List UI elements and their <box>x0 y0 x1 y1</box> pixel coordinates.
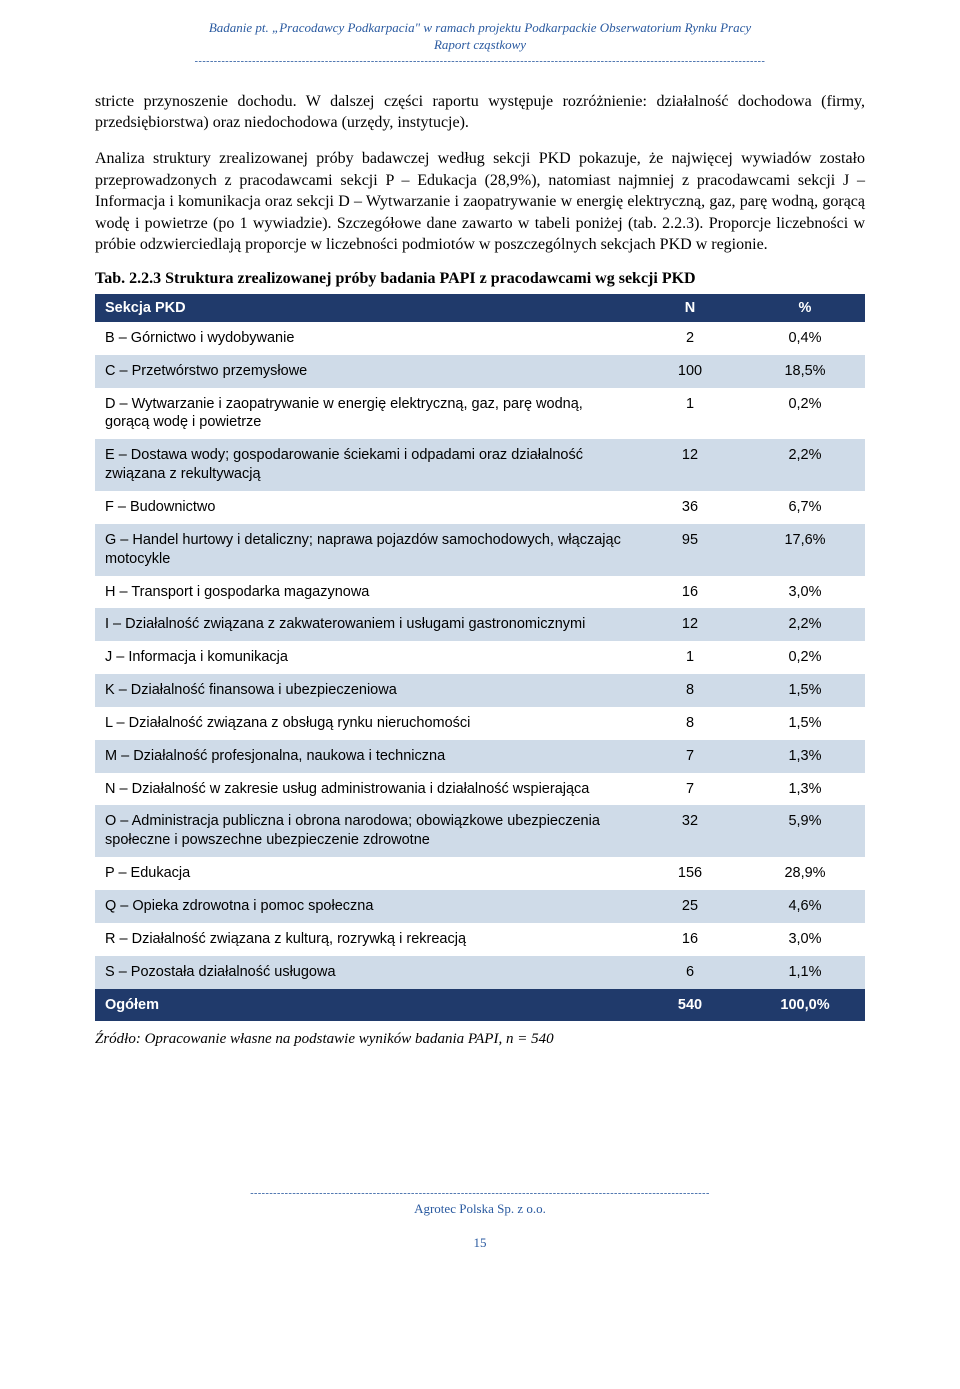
cell-label: O – Administracja publiczna i obrona nar… <box>95 805 635 857</box>
cell-pct: 1,3% <box>745 740 865 773</box>
cell-n: 2 <box>635 322 745 355</box>
cell-total-label: Ogółem <box>95 989 635 1022</box>
table-row: S – Pozostała działalność usługowa61,1% <box>95 956 865 989</box>
paragraph-1: stricte przynoszenie dochodu. W dalszej … <box>95 91 865 134</box>
cell-n: 32 <box>635 805 745 857</box>
table-row: J – Informacja i komunikacja10,2% <box>95 641 865 674</box>
cell-pct: 28,9% <box>745 857 865 890</box>
cell-pct: 0,2% <box>745 388 865 440</box>
cell-pct: 1,1% <box>745 956 865 989</box>
col-header-sekcja: Sekcja PKD <box>95 294 635 322</box>
cell-n: 12 <box>635 439 745 491</box>
table-row: Q – Opieka zdrowotna i pomoc społeczna25… <box>95 890 865 923</box>
cell-pct: 6,7% <box>745 491 865 524</box>
table-row: G – Handel hurtowy i detaliczny; naprawa… <box>95 524 865 576</box>
cell-n: 16 <box>635 923 745 956</box>
cell-n: 100 <box>635 355 745 388</box>
col-header-pct: % <box>745 294 865 322</box>
header-divider: ----------------------------------------… <box>95 56 865 67</box>
cell-label: M – Działalność profesjonalna, naukowa i… <box>95 740 635 773</box>
cell-label: I – Działalność związana z zakwaterowani… <box>95 608 635 641</box>
source-note: Źródło: Opracowanie własne na podstawie … <box>95 1031 865 1048</box>
cell-pct: 1,3% <box>745 773 865 806</box>
cell-n: 1 <box>635 388 745 440</box>
page-container: Badanie pt. „Pracodawcy Podkarpacia" w r… <box>0 0 960 1291</box>
cell-n: 8 <box>635 707 745 740</box>
cell-pct: 5,9% <box>745 805 865 857</box>
table-row: N – Działalność w zakresie usług adminis… <box>95 773 865 806</box>
paragraph-2: Analiza struktury zrealizowanej próby ba… <box>95 148 865 256</box>
footer-company: Agrotec Polska Sp. z o.o. <box>95 1201 865 1217</box>
table-caption: Tab. 2.2.3 Struktura zrealizowanej próby… <box>95 270 865 288</box>
table-row: M – Działalność profesjonalna, naukowa i… <box>95 740 865 773</box>
cell-pct: 2,2% <box>745 608 865 641</box>
cell-label: C – Przetwórstwo przemysłowe <box>95 355 635 388</box>
cell-label: R – Działalność związana z kulturą, rozr… <box>95 923 635 956</box>
table-row: B – Górnictwo i wydobywanie20,4% <box>95 322 865 355</box>
table-row: O – Administracja publiczna i obrona nar… <box>95 805 865 857</box>
cell-pct: 4,6% <box>745 890 865 923</box>
cell-pct: 1,5% <box>745 707 865 740</box>
cell-label: L – Działalność związana z obsługą rynku… <box>95 707 635 740</box>
cell-n: 7 <box>635 740 745 773</box>
table-row: I – Działalność związana z zakwaterowani… <box>95 608 865 641</box>
cell-n: 6 <box>635 956 745 989</box>
cell-label: G – Handel hurtowy i detaliczny; naprawa… <box>95 524 635 576</box>
cell-n: 1 <box>635 641 745 674</box>
cell-n: 12 <box>635 608 745 641</box>
table-row: R – Działalność związana z kulturą, rozr… <box>95 923 865 956</box>
table-row: E – Dostawa wody; gospodarowanie ściekam… <box>95 439 865 491</box>
cell-label: N – Działalność w zakresie usług adminis… <box>95 773 635 806</box>
table-row: H – Transport i gospodarka magazynowa163… <box>95 576 865 609</box>
cell-label: D – Wytwarzanie i zaopatrywanie w energi… <box>95 388 635 440</box>
doc-header: Badanie pt. „Pracodawcy Podkarpacia" w r… <box>95 20 865 54</box>
table-row: L – Działalność związana z obsługą rynku… <box>95 707 865 740</box>
table-row: P – Edukacja15628,9% <box>95 857 865 890</box>
table-row: K – Działalność finansowa i ubezpieczeni… <box>95 674 865 707</box>
header-line-2: Raport cząstkowy <box>95 37 865 54</box>
cell-pct: 17,6% <box>745 524 865 576</box>
table-row: C – Przetwórstwo przemysłowe10018,5% <box>95 355 865 388</box>
cell-n: 156 <box>635 857 745 890</box>
cell-label: H – Transport i gospodarka magazynowa <box>95 576 635 609</box>
table-header-row: Sekcja PKD N % <box>95 294 865 322</box>
cell-label: Q – Opieka zdrowotna i pomoc społeczna <box>95 890 635 923</box>
table-total-row: Ogółem540100,0% <box>95 989 865 1022</box>
cell-n: 36 <box>635 491 745 524</box>
cell-total-n: 540 <box>635 989 745 1022</box>
table-row: D – Wytwarzanie i zaopatrywanie w energi… <box>95 388 865 440</box>
cell-label: K – Działalność finansowa i ubezpieczeni… <box>95 674 635 707</box>
col-header-n: N <box>635 294 745 322</box>
footer-divider: ----------------------------------------… <box>95 1188 865 1199</box>
cell-label: P – Edukacja <box>95 857 635 890</box>
cell-n: 25 <box>635 890 745 923</box>
header-line-1: Badanie pt. „Pracodawcy Podkarpacia" w r… <box>95 20 865 37</box>
footer: ----------------------------------------… <box>95 1188 865 1251</box>
cell-pct: 2,2% <box>745 439 865 491</box>
cell-label: J – Informacja i komunikacja <box>95 641 635 674</box>
page-number: 15 <box>95 1235 865 1251</box>
cell-n: 7 <box>635 773 745 806</box>
cell-pct: 0,2% <box>745 641 865 674</box>
cell-label: F – Budownictwo <box>95 491 635 524</box>
cell-total-pct: 100,0% <box>745 989 865 1022</box>
cell-pct: 18,5% <box>745 355 865 388</box>
cell-label: S – Pozostała działalność usługowa <box>95 956 635 989</box>
cell-label: E – Dostawa wody; gospodarowanie ściekam… <box>95 439 635 491</box>
cell-n: 8 <box>635 674 745 707</box>
cell-label: B – Górnictwo i wydobywanie <box>95 322 635 355</box>
table-row: F – Budownictwo366,7% <box>95 491 865 524</box>
cell-pct: 0,4% <box>745 322 865 355</box>
pkd-table: Sekcja PKD N % B – Górnictwo i wydobywan… <box>95 294 865 1021</box>
cell-pct: 3,0% <box>745 576 865 609</box>
cell-n: 95 <box>635 524 745 576</box>
cell-pct: 1,5% <box>745 674 865 707</box>
cell-pct: 3,0% <box>745 923 865 956</box>
cell-n: 16 <box>635 576 745 609</box>
